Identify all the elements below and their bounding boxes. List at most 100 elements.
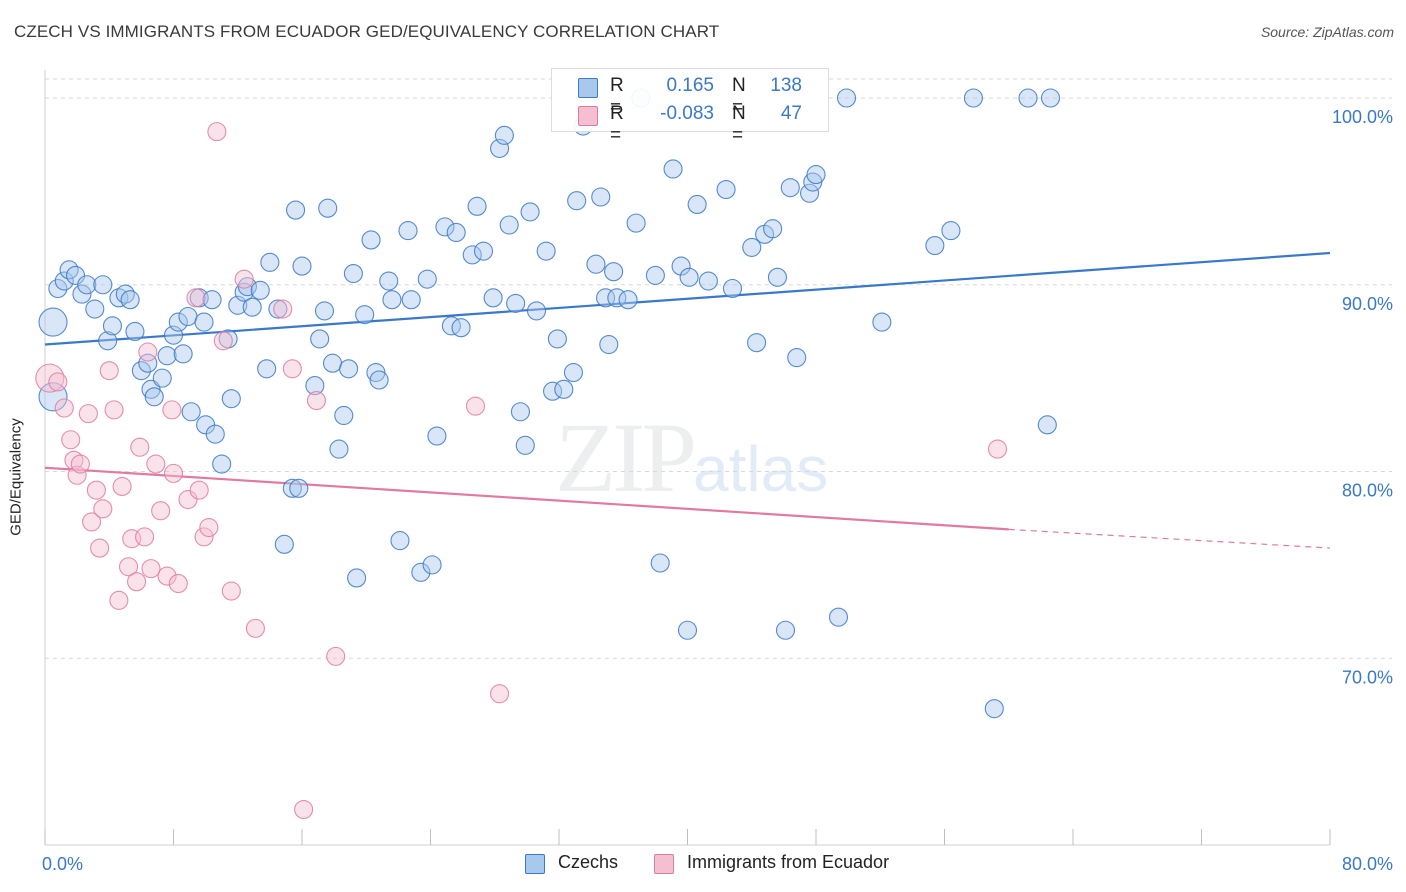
chart-title: CZECH VS IMMIGRANTS FROM ECUADOR GED/EQU… — [14, 22, 720, 41]
czechs-point — [446, 222, 466, 243]
czechs-point — [292, 256, 312, 276]
czechs-point — [526, 301, 547, 321]
czechs-point — [515, 435, 535, 455]
czechs-point — [671, 256, 691, 276]
czechs-point — [872, 312, 892, 332]
czechs-point — [168, 312, 188, 332]
ecuador-point — [138, 342, 158, 362]
czechs-point — [427, 426, 447, 446]
czechs-point — [347, 568, 367, 588]
czechs-point — [473, 241, 494, 261]
czechs-point — [144, 387, 164, 407]
ecuador-point — [199, 517, 219, 538]
czechs-point — [767, 267, 788, 287]
czechs-point — [451, 318, 471, 338]
czechs-point — [677, 620, 698, 640]
czechs-point — [173, 344, 193, 364]
czechs-swatch — [578, 78, 598, 98]
czechs-point — [234, 282, 254, 302]
czechs-legend-label: Czechs — [558, 852, 619, 872]
ecuador-point — [245, 618, 265, 638]
y-tick-label: 90.0% — [1342, 294, 1393, 314]
czechs-point — [401, 290, 421, 310]
czechs-point — [286, 200, 306, 220]
ecuador-point — [282, 359, 302, 379]
ecuador-point — [207, 122, 227, 142]
czechs-point — [329, 439, 349, 459]
ecuador-point — [54, 398, 74, 418]
trend-lines — [44, 251, 1331, 549]
y-tick-label: 70.0% — [1342, 667, 1393, 687]
czechs-point — [257, 359, 277, 379]
czechs-point — [250, 280, 270, 300]
axes — [44, 70, 1331, 846]
czechs-point — [125, 321, 145, 341]
ecuador-point — [146, 454, 166, 474]
ecuador-point — [48, 372, 68, 392]
czechs-point — [963, 88, 983, 108]
czechs-point — [361, 230, 381, 250]
czechs-point — [152, 368, 172, 388]
czechs-point — [604, 262, 624, 282]
r-label: R = — [610, 103, 624, 146]
czechs-point — [591, 187, 611, 207]
czechs-point — [355, 305, 375, 325]
ecuador-point — [118, 557, 139, 577]
czechs-point — [722, 278, 743, 299]
czechs-point — [828, 607, 849, 627]
watermark-atlas: atlas — [693, 433, 829, 505]
ecuador-point — [82, 512, 102, 532]
czechs-point — [554, 379, 574, 399]
czechs-point — [599, 334, 619, 355]
czechs-point — [242, 297, 262, 317]
czechs-point — [38, 382, 68, 412]
y-tick-label: 100.0% — [1332, 107, 1393, 127]
czechs-point — [462, 245, 482, 265]
r-value: 0.165 — [666, 75, 714, 96]
ecuador-point — [99, 361, 119, 381]
ecuador-point — [67, 465, 87, 485]
czechs-point — [1040, 88, 1061, 108]
czechs-point — [422, 555, 442, 575]
czechs-point — [202, 290, 222, 310]
ecuador-trend-line — [44, 466, 1009, 531]
czechs-point — [650, 553, 670, 573]
source-label: Source: ZipAtlas.com — [1260, 24, 1394, 40]
ecuador-point — [163, 463, 184, 483]
czechs-point — [586, 254, 606, 274]
n-label: N = — [732, 103, 746, 146]
ecuador-point — [186, 288, 206, 308]
n-value: 138 — [770, 75, 802, 96]
czechs-point — [48, 278, 68, 299]
watermark: ZIPatlas — [555, 400, 828, 515]
ecuador-point — [987, 439, 1008, 459]
ecuador-point — [109, 590, 129, 610]
czechs-point — [322, 353, 343, 373]
ecuador-point — [294, 799, 314, 820]
gridlines — [45, 78, 1392, 659]
ecuador-point — [273, 299, 293, 319]
czechs-point — [282, 478, 302, 498]
r-label: R = — [610, 75, 624, 118]
ecuador-point — [127, 572, 147, 592]
czechs-point — [120, 290, 140, 310]
czechs-point — [663, 159, 683, 179]
czechs-point — [483, 288, 503, 308]
czechs-point — [698, 271, 718, 291]
ecuador-point — [64, 450, 84, 470]
czechs-point — [716, 179, 736, 200]
czechs-point — [441, 316, 461, 336]
czechs-point — [941, 221, 961, 241]
ecuador-point — [189, 480, 209, 500]
czechs-point — [310, 329, 330, 349]
czechs-point — [567, 191, 587, 211]
czechs-point — [411, 562, 431, 582]
czechs-point — [77, 275, 97, 295]
czechs-point — [268, 299, 288, 319]
ecuador-point — [61, 430, 81, 450]
czechs-point — [314, 301, 335, 321]
czechs-point — [72, 284, 92, 304]
czechs-point — [417, 269, 437, 289]
ecuador-point — [306, 390, 327, 411]
